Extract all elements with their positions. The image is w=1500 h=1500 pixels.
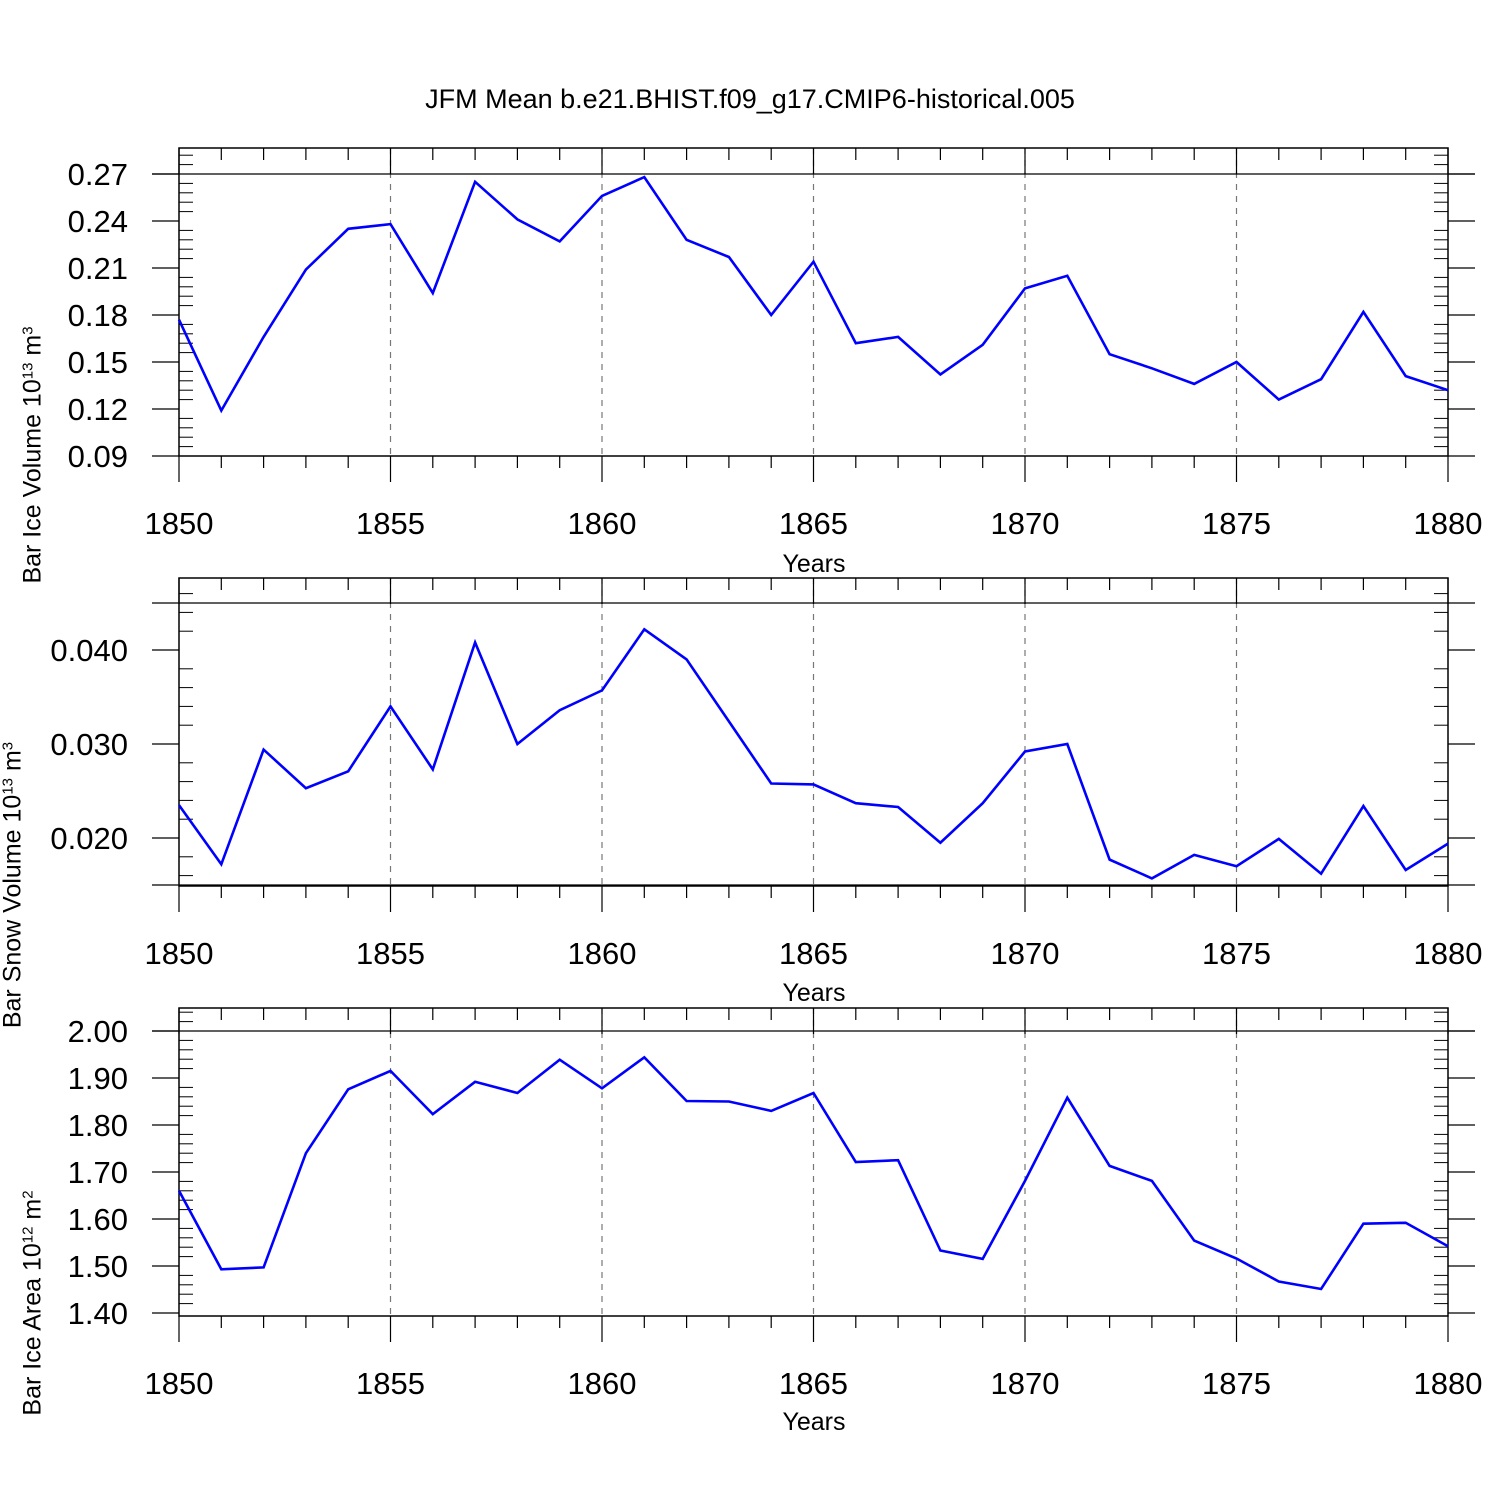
- y-axis-label: Bar Snow Volume 1013 m3: [0, 741, 27, 1029]
- plot-svg: 1.40 1.50 1.60 1.70 1.80 1.90 2.00 1850 1855 1860…: [68, 1007, 1483, 1401]
- x-tick-label: 1875: [1202, 506, 1271, 541]
- x-tick-label: 1865: [779, 506, 848, 541]
- y-tick-label: 0.09: [68, 439, 128, 474]
- panel-ice-area: 1.40 1.50 1.60 1.70 1.80 1.90 2.00 1850 1855 1860…: [0, 1000, 1500, 1436]
- x-tick-label: 1880: [1414, 936, 1483, 971]
- y-tick-label: 0.12: [68, 392, 128, 427]
- y-tick-label: 1.50: [68, 1249, 128, 1284]
- y-tick-label: 1.60: [68, 1202, 128, 1237]
- y-tick-label: 0.020: [50, 821, 128, 856]
- plot-svg: 0.09 0.12 0.15 0.18 0.21 0.24 0.27 1850 1855 1860…: [68, 147, 1483, 541]
- x-tick-label: 1875: [1202, 936, 1271, 971]
- x-tick-label: 1880: [1414, 506, 1483, 541]
- series-line: [177, 1055, 1449, 1291]
- x-tick-label: 1850: [145, 936, 214, 971]
- x-tick-label: 1860: [568, 1366, 637, 1401]
- x-axis-label: Years: [782, 550, 846, 578]
- y-tick-label: 1.80: [68, 1108, 128, 1143]
- panel-ice-volume: 0.09 0.12 0.15 0.18 0.21 0.24 0.27 1850 1855 1860…: [0, 140, 1500, 584]
- x-tick-label: 1870: [991, 1366, 1060, 1401]
- x-tick-label: 1870: [991, 506, 1060, 541]
- x-tick-label: 1850: [145, 1366, 214, 1401]
- x-tick-label: 1880: [1414, 1366, 1483, 1401]
- x-tick-label: 1850: [145, 506, 214, 541]
- plot-svg: 0.020 0.030 0.040 1850 1855 1860 1865 1870 1875 1…: [50, 577, 1483, 971]
- x-tick-label: 1855: [356, 506, 425, 541]
- x-tick-label: 1860: [568, 936, 637, 971]
- series-line: [177, 627, 1449, 880]
- y-tick-label: 2.00: [68, 1014, 128, 1049]
- plot-frame: [178, 577, 1449, 887]
- y-axis-label: Bar Ice Volume 1013 m3: [18, 326, 47, 584]
- x-tick-label: 1865: [779, 1366, 848, 1401]
- y-tick-label: 0.18: [68, 298, 128, 333]
- x-tick-label: 1875: [1202, 1366, 1271, 1401]
- y-tick-label: 0.27: [68, 157, 128, 192]
- panel-snow-volume: 0.020 0.030 0.040 1850 1855 1860 1865 1870 1875 1…: [0, 570, 1500, 1028]
- y-axis-label: Bar Ice Area 1012 m2: [18, 1190, 47, 1416]
- figure-title: JFM Mean b.e21.BHIST.f09_g17.CMIP6-histo…: [425, 84, 1075, 114]
- x-axis-label: Years: [782, 979, 846, 1007]
- y-tick-label: 0.040: [50, 633, 128, 668]
- y-tick-label: 1.90: [68, 1061, 128, 1096]
- y-tick-label: 0.21: [68, 251, 128, 286]
- x-tick-label: 1855: [356, 936, 425, 971]
- x-axis-label: Years: [782, 1408, 846, 1436]
- x-tick-label: 1855: [356, 1366, 425, 1401]
- y-tick-label: 1.70: [68, 1155, 128, 1190]
- y-tick-label: 1.40: [68, 1296, 128, 1331]
- series-line: [177, 175, 1449, 414]
- x-tick-label: 1860: [568, 506, 637, 541]
- x-tick-label: 1865: [779, 936, 848, 971]
- y-tick-label: 0.15: [68, 345, 128, 380]
- y-tick-label: 0.24: [68, 204, 128, 239]
- plot-frame: [178, 147, 1449, 457]
- y-tick-label: 0.030: [50, 727, 128, 762]
- x-tick-label: 1870: [991, 936, 1060, 971]
